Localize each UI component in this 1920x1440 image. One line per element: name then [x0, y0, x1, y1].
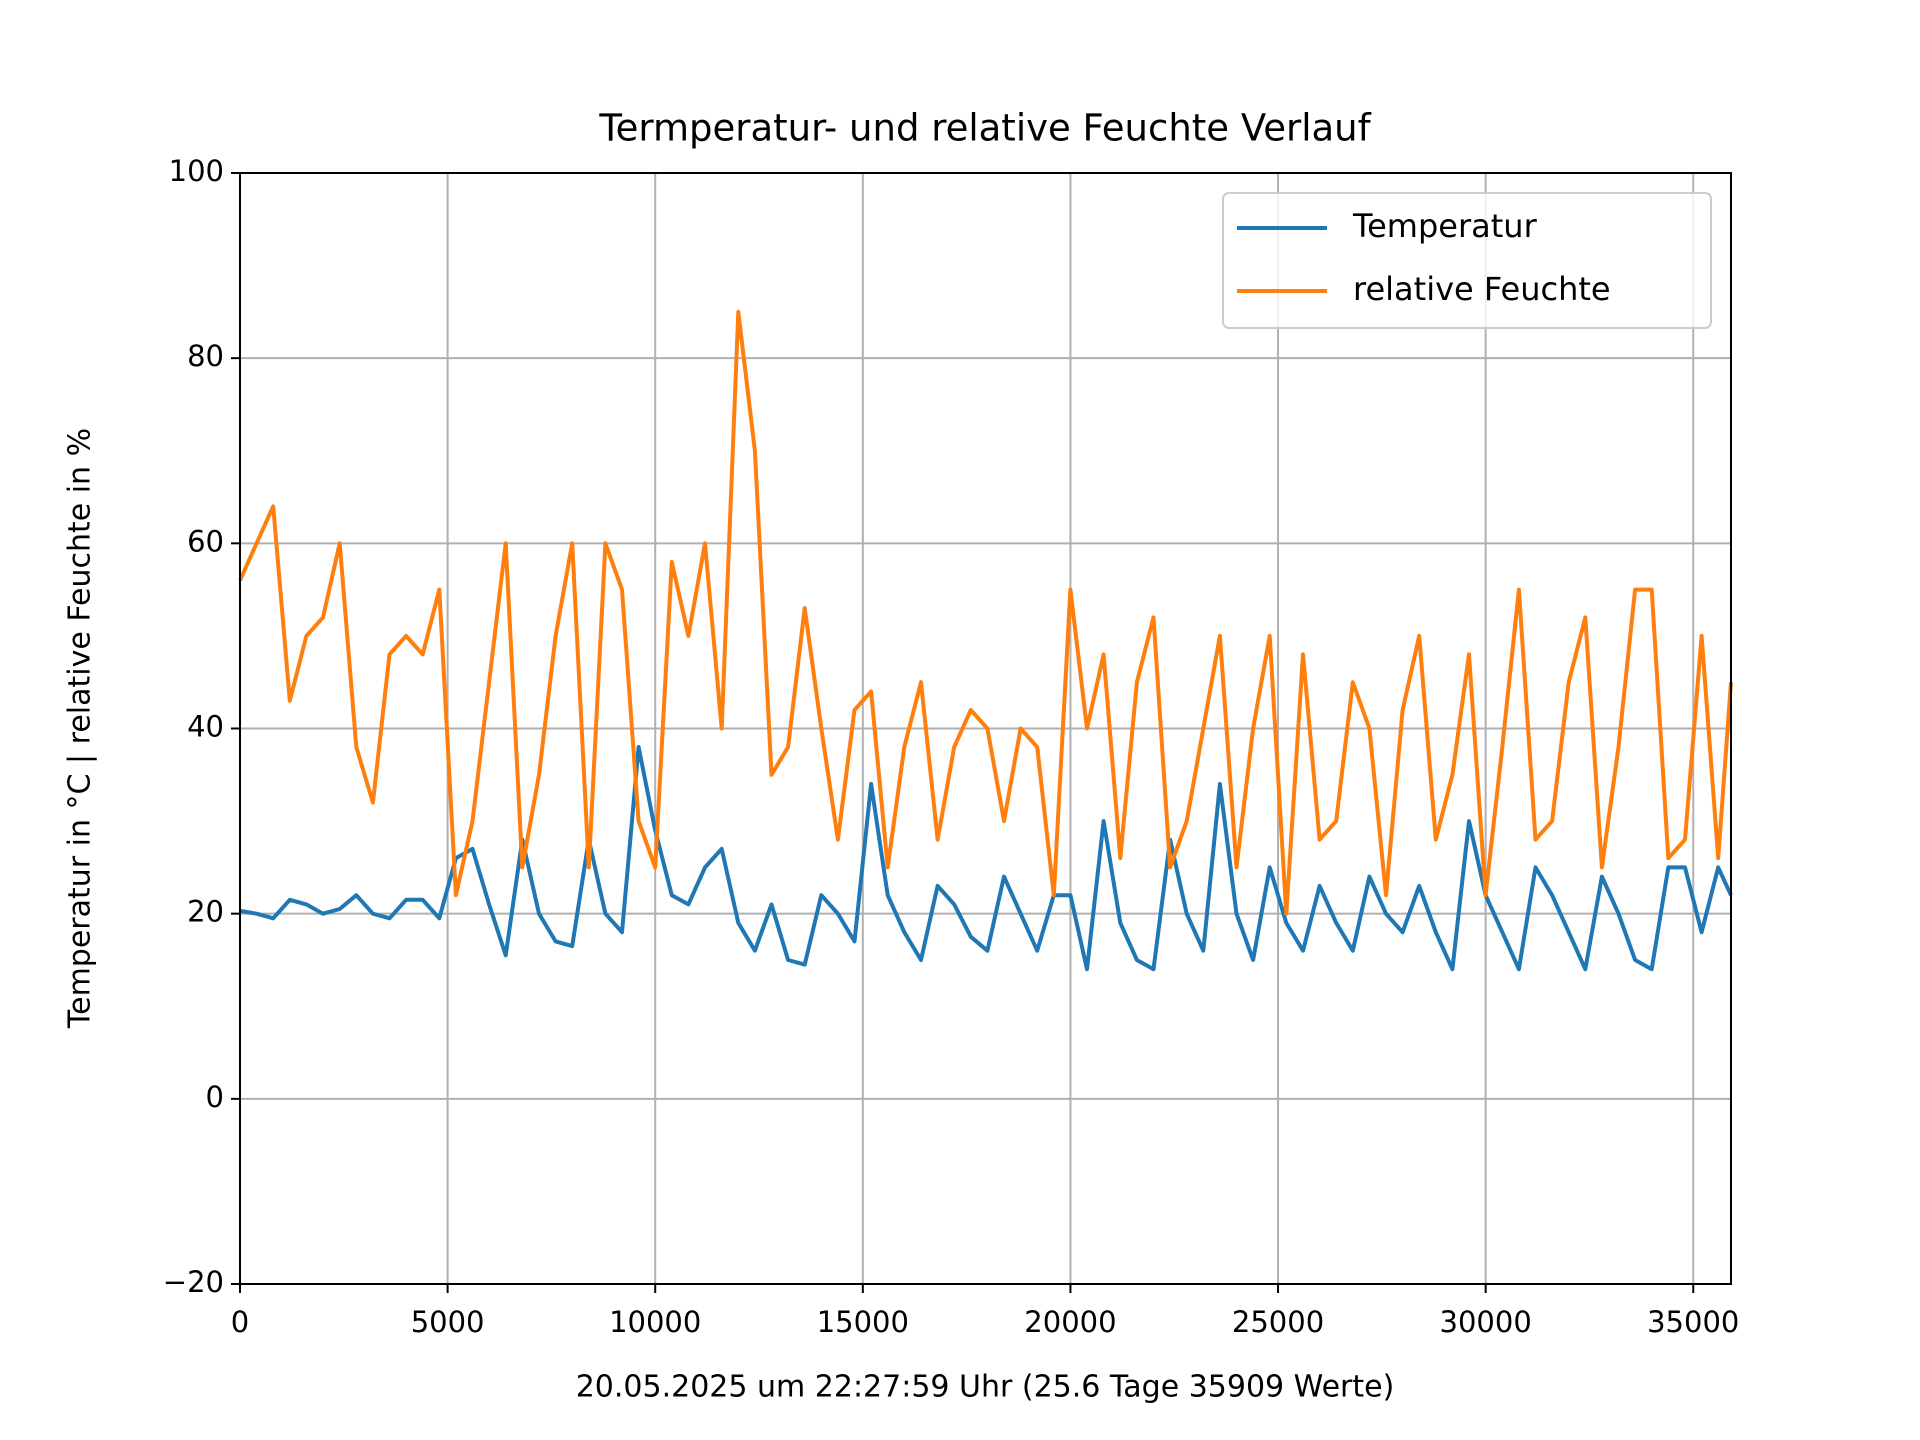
chart-title: Termperatur- und relative Feuchte Verlau… [598, 107, 1371, 150]
y-tick-label: 60 [187, 524, 224, 558]
x-tick-label: 30000 [1440, 1305, 1532, 1339]
y-axis-label: Temperatur in °C | relative Feuchte in % [63, 428, 98, 1029]
x-tick-label: 5000 [411, 1305, 485, 1339]
y-tick-label: 80 [187, 339, 224, 373]
data-line [238, 309, 1733, 916]
y-tick-label: 0 [206, 1080, 224, 1114]
y-tick-label: 20 [187, 895, 224, 929]
legend-label: relative Feuchte [1353, 270, 1611, 308]
plot-frame [239, 172, 1732, 1285]
x-tick-label: 15000 [817, 1305, 909, 1339]
x-tick-label: 25000 [1232, 1305, 1324, 1339]
y-tick-label: 40 [187, 710, 224, 744]
x-tick-label: 10000 [609, 1305, 701, 1339]
x-tick-label: 35000 [1647, 1305, 1739, 1339]
y-tick-label: −20 [163, 1265, 224, 1299]
x-axis-label: 20.05.2025 um 22:27:59 Uhr (25.6 Tage 35… [576, 1370, 1395, 1405]
x-tick-label: 0 [231, 1305, 249, 1339]
y-tick-label: 100 [169, 154, 224, 188]
legend-label: Temperatur [1352, 207, 1538, 245]
legend-box [1222, 192, 1712, 329]
x-tick-label: 20000 [1024, 1305, 1116, 1339]
